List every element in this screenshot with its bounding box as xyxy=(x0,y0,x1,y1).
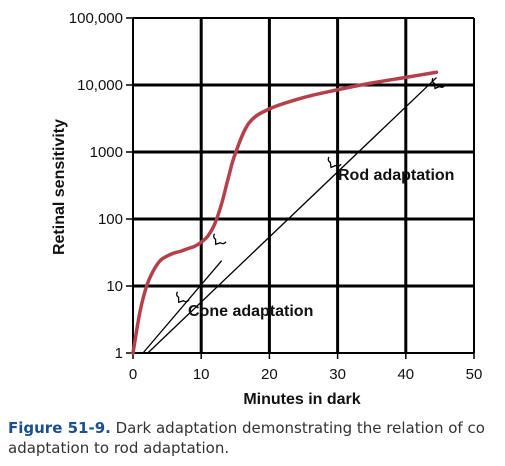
y-tick-label: 100,000 xyxy=(69,10,123,27)
y-tick-label: 1 xyxy=(115,345,123,362)
rod-brace-upper xyxy=(431,77,446,90)
grid xyxy=(126,17,475,359)
y-tick-label: 100 xyxy=(98,211,123,228)
rod-adaptation-label: Rod adaptation xyxy=(338,167,454,184)
x-tick-label: 0 xyxy=(129,366,137,383)
x-tick-label: 10 xyxy=(193,366,210,383)
sensitivity-curve xyxy=(131,70,439,355)
rod-adaptation-line xyxy=(147,77,437,354)
caption-lead: Figure 51-9. xyxy=(8,419,111,437)
y-tick-label: 1000 xyxy=(90,144,123,161)
cone-adaptation-label: Cone adaptation xyxy=(188,303,313,320)
caption-line-1: Dark adaptation demonstrating the relati… xyxy=(110,419,485,437)
rod-brace xyxy=(327,156,342,169)
figure-caption: Figure 51-9. Dark adaptation demonstrati… xyxy=(8,418,503,458)
y-axis-label: Retinal sensitivity xyxy=(51,119,68,255)
x-axis-label: Minutes in dark xyxy=(243,391,360,408)
x-tick-label: 20 xyxy=(261,366,278,383)
caption-line-2: adaptation to rod adaptation. xyxy=(8,439,230,457)
x-tick-label: 30 xyxy=(329,366,346,383)
chart: 0 10 20 30 40 50 1 10 100 1000 10,000 100,000 Minut… xyxy=(51,10,483,408)
y-tick-label: 10,000 xyxy=(77,77,123,94)
x-tick-label: 40 xyxy=(397,366,414,383)
x-tick-label: 50 xyxy=(466,366,483,383)
tick-labels: 0 10 20 30 40 50 1 10 100 1000 10,000 100,000 xyxy=(69,10,483,383)
lines xyxy=(131,70,446,355)
cone-adaptation-line xyxy=(142,260,223,354)
y-tick-label: 10 xyxy=(106,278,123,295)
cone-brace-upper xyxy=(212,233,227,246)
cone-brace xyxy=(175,291,190,304)
